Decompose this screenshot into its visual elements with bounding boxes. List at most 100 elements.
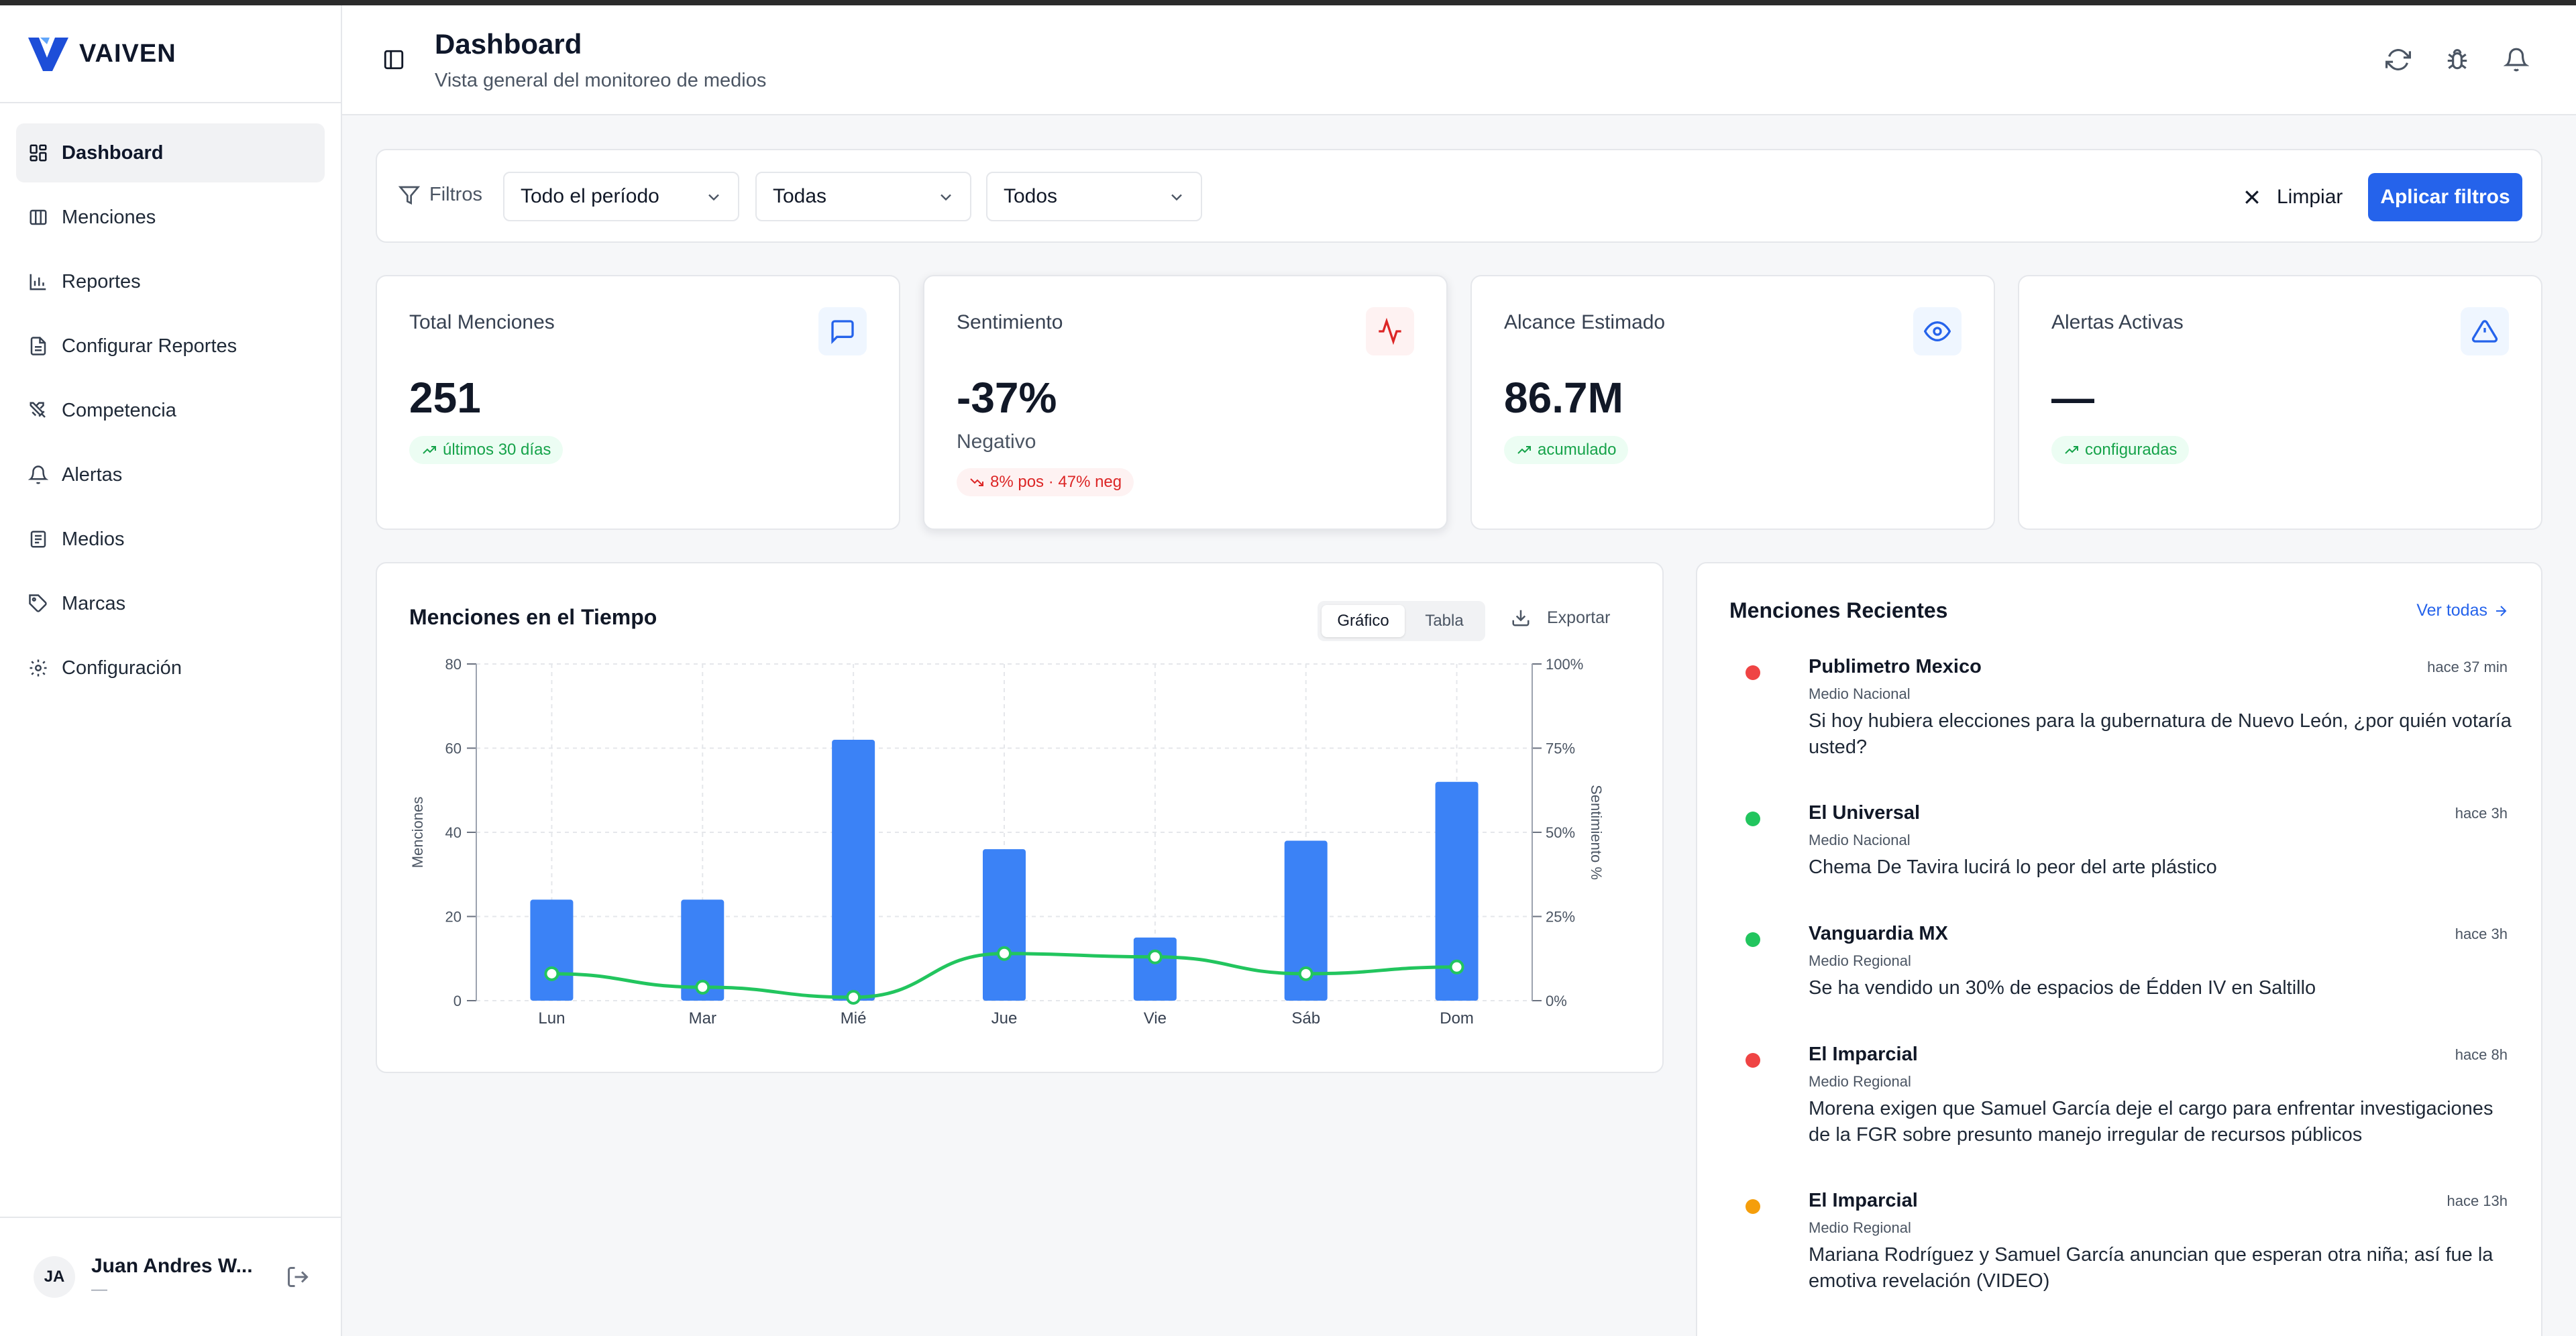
y2-tick-label: 75% (1546, 740, 1575, 757)
y-tick-label: 60 (445, 740, 462, 757)
clear-filters-button[interactable]: Limpiar (2242, 173, 2343, 221)
category-select[interactable]: Todas (755, 172, 971, 221)
sidebar-item-alertas[interactable]: Alertas (16, 445, 325, 504)
chart-bar (1133, 937, 1177, 1001)
y2-tick-label: 100% (1546, 656, 1583, 673)
sentiment-dot (1746, 932, 1760, 947)
sidebar-item-marcas[interactable]: Marcas (16, 574, 325, 633)
mention-medio: Medio Regional (1809, 952, 1911, 969)
filters-bar: Filtros Todo el período Todas Todos Limp… (376, 149, 2542, 243)
avatar[interactable]: JA (34, 1256, 75, 1298)
settings-icon (28, 658, 48, 678)
stat-title: Sentimiento (957, 311, 1063, 333)
sidebar-item-configuracion[interactable]: Configuración (16, 638, 325, 698)
filter-icon (398, 186, 420, 205)
mention-time: hace 8h (2455, 1046, 2508, 1063)
sentiment-dot (1746, 1053, 1760, 1068)
stat-card-reach: Alcance Estimado 86.7M acumulado (1470, 275, 1995, 530)
sidebar-item-dashboard[interactable]: Dashboard (16, 123, 325, 182)
bar-chart-icon (28, 272, 48, 292)
chevron-down-icon (708, 194, 719, 201)
stat-title: Alcance Estimado (1504, 311, 1666, 333)
notifications-bell-icon[interactable] (2504, 47, 2529, 72)
page-subtitle: Vista general del monitoreo de medios (435, 70, 767, 91)
see-all-link[interactable]: Ver todas (2416, 601, 2509, 620)
stat-badge-text: últimos 30 días (443, 441, 551, 459)
x-tick-label: Vie (1144, 1009, 1167, 1027)
export-button[interactable]: Exportar (1511, 608, 1610, 628)
sentiment-point (846, 989, 861, 1005)
refresh-icon[interactable] (2385, 47, 2411, 72)
sidebar-item-configurar-reportes[interactable]: Configurar Reportes (16, 317, 325, 376)
sidebar-toggle-icon[interactable] (382, 48, 405, 71)
mention-source: El Universal (1809, 802, 1921, 824)
mention-time: hace 3h (2455, 805, 2508, 822)
mention-headline: Chema De Tavira lucirá lo peor del arte … (1809, 856, 2217, 878)
clear-filters-label: Limpiar (2277, 186, 2343, 208)
recent-title: Menciones Recientes (1729, 598, 1948, 622)
mention-headline: Se ha vendido un 30% de espacios de Édde… (1809, 977, 2316, 999)
logout-icon[interactable] (286, 1265, 310, 1289)
sidebar-item-menciones[interactable]: Menciones (16, 188, 325, 247)
alert-triangle-icon (2461, 307, 2509, 355)
stat-value: 251 (409, 374, 481, 422)
bug-icon[interactable] (2445, 47, 2470, 72)
mention-time: hace 3h (2455, 926, 2508, 942)
stat-title: Total Menciones (409, 311, 555, 333)
sidebar-item-label: Reportes (62, 270, 141, 292)
chevron-down-icon (1171, 194, 1182, 201)
swords-icon (28, 400, 48, 421)
stat-value: 86.7M (1504, 374, 1623, 422)
stat-value: — (2051, 374, 2094, 422)
stat-badge: 8% pos · 47% neg (957, 468, 1134, 496)
stat-badge: acumulado (1504, 436, 1629, 464)
brand[interactable]: VAIVEN (0, 5, 341, 103)
y-tick-label: 80 (445, 656, 462, 673)
eye-icon (1913, 307, 1962, 355)
page-title: Dashboard (435, 28, 582, 60)
sentiment-point (1147, 949, 1163, 964)
period-select[interactable]: Todo el período (503, 172, 739, 221)
sidebar-item-competencia[interactable]: Competencia (16, 381, 325, 440)
apply-filters-button[interactable]: Aplicar filtros (2368, 173, 2522, 221)
user-profile: JA Juan Andres W... — (0, 1217, 341, 1336)
sidebar-item-reportes[interactable]: Reportes (16, 252, 325, 311)
top-header: Dashboard Vista general del monitoreo de… (342, 5, 2576, 115)
mention-headline: Si hoy hubiera elecciones para la gubern… (1809, 710, 2512, 758)
type-select[interactable]: Todos (986, 172, 1202, 221)
sidebar-item-medios[interactable]: Medios (16, 510, 325, 569)
chart-bar (681, 899, 724, 1001)
sidebar-item-label: Marcas (62, 592, 126, 614)
stat-card-total-mentions: Total Menciones 251 últimos 30 días (376, 275, 900, 530)
sidebar-nav: Dashboard Menciones Reportes Configurar … (0, 103, 341, 723)
trending-down-icon (970, 478, 983, 486)
trending-up-icon (2065, 446, 2078, 454)
filters-label-text: Filtros (429, 184, 482, 205)
stat-badge: últimos 30 días (409, 436, 564, 464)
stat-card-sentiment: Sentimiento -37% Negativo 8% pos · 47% n… (923, 275, 1448, 530)
tag-icon (28, 594, 48, 614)
x-tick-label: Jue (991, 1009, 1018, 1027)
top-border (0, 0, 2576, 5)
table-icon (28, 207, 48, 227)
mention-medio: Medio Nacional (1809, 685, 1911, 702)
trending-up-icon (423, 446, 436, 454)
mention-medio: Medio Nacional (1809, 832, 1911, 848)
arrow-right-icon (2496, 605, 2507, 616)
stat-card-active-alerts: Alertas Activas — configuradas (2018, 275, 2542, 530)
user-subtitle: — (91, 1280, 107, 1298)
sentiment-point (1298, 966, 1313, 981)
y-tick-label: 20 (445, 909, 462, 926)
bell-icon (28, 465, 48, 485)
sentiment-point (997, 946, 1012, 961)
tab-tabla[interactable]: Tabla (1425, 612, 1464, 630)
y2-tick-label: 50% (1546, 824, 1575, 841)
stat-badge: configuradas (2051, 436, 2190, 464)
x-tick-label: Sáb (1291, 1009, 1320, 1027)
tab-grafico[interactable]: Gráfico (1322, 605, 1405, 637)
y-tick-label: 0 (453, 993, 462, 1009)
mention-source: Vanguardia MX (1809, 923, 1948, 944)
x-tick-label: Mar (689, 1009, 716, 1027)
chart-bar (530, 899, 574, 1001)
sentiment-dot (1746, 812, 1760, 826)
